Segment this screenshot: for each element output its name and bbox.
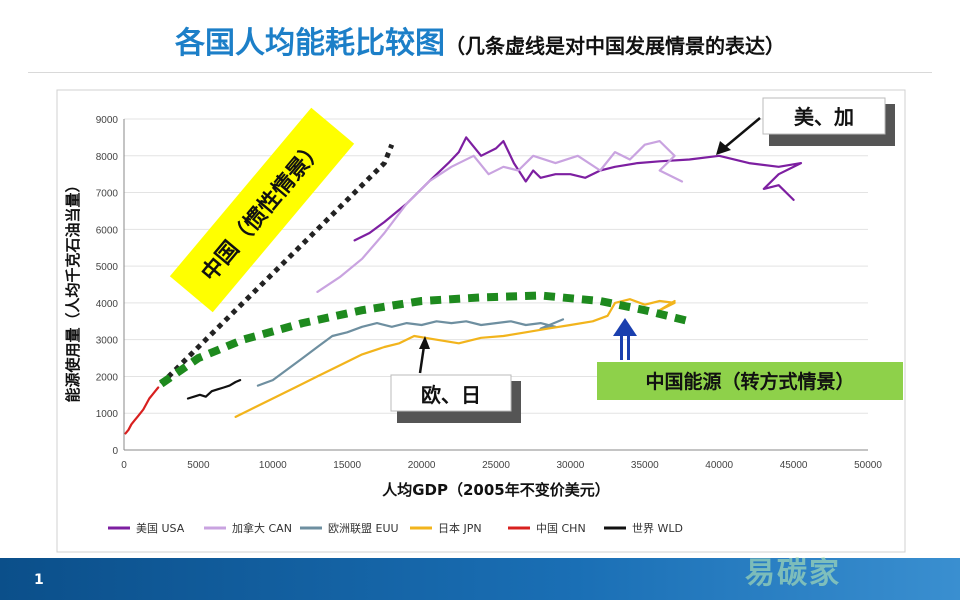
- slide-title: 各国人均能耗比较图（几条虚线是对中国发展情景的表达）: [0, 18, 960, 62]
- title-divider: [28, 72, 932, 73]
- y-tick-2000: 2000: [96, 372, 119, 383]
- watermark-logo: 易碳家: [745, 556, 841, 591]
- chart-frame: [56, 89, 906, 553]
- transform-arrow-right: [627, 332, 630, 360]
- series-can: [316, 140, 684, 293]
- x-axis-title: 人均GDP（2005年不变价美元）: [382, 481, 610, 499]
- y-tick-4000: 4000: [96, 299, 119, 310]
- series-usa: [353, 136, 803, 242]
- transform-callout: 中国能源（转方式情景）: [597, 318, 903, 400]
- transform-arrow-left: [620, 332, 623, 360]
- eu-jp-callout: 欧、日: [390, 336, 521, 423]
- transform-label: 中国能源（转方式情景）: [645, 370, 854, 393]
- x-tick-5000: 5000: [187, 460, 210, 471]
- us-ca-arrowhead: [716, 141, 731, 155]
- y-tick-1000: 1000: [96, 409, 119, 420]
- slide-number: 1: [34, 572, 44, 588]
- series-wld: [186, 379, 242, 400]
- x-tick-45000: 45000: [780, 460, 808, 471]
- y-tick-7000: 7000: [96, 189, 119, 200]
- eu-jp-arrowhead: [419, 336, 430, 349]
- series-transform: [158, 291, 691, 388]
- us-ca-label: 美、加: [794, 105, 854, 129]
- footer-bar: [0, 558, 960, 600]
- series-euu: [256, 318, 565, 387]
- y-tick-8000: 8000: [96, 152, 119, 163]
- inertia-label: 中国（惯性情景）: [196, 135, 329, 287]
- eu-jp-label: 欧、日: [421, 383, 481, 407]
- y-tick-5000: 5000: [96, 262, 119, 273]
- x-tick-labels: 0 5000 10000 15000 20000 25000 30000 35000 40000…: [121, 460, 882, 471]
- legend-label-euu: 欧洲联盟 EUU: [328, 522, 399, 535]
- x-tick-0: 0: [121, 460, 127, 471]
- x-tick-50000: 50000: [854, 460, 882, 471]
- page-title: 各国人均能耗比较图: [175, 26, 445, 61]
- legend: 美国 USA 加拿大 CAN 欧洲联盟 EUU 日本 JPN 中国 CHN 世界 WLD: [108, 521, 683, 535]
- x-tick-10000: 10000: [259, 460, 287, 471]
- series-jpn: [234, 298, 676, 418]
- axes: [123, 119, 868, 451]
- x-tick-15000: 15000: [333, 460, 361, 471]
- y-tick-6000: 6000: [96, 225, 119, 236]
- us-ca-arrow: [723, 117, 761, 149]
- x-tick-40000: 40000: [705, 460, 733, 471]
- legend-label-wld: 世界 WLD: [632, 522, 683, 535]
- x-tick-35000: 35000: [631, 460, 659, 471]
- series-lines: [124, 136, 803, 435]
- y-axis-title: 能源使用量（人均千克石油当量）: [64, 177, 82, 402]
- x-tick-25000: 25000: [482, 460, 510, 471]
- y-tick-labels: 0 1000 2000 3000 4000 5000 6000 7000 8000 9000: [96, 115, 119, 457]
- transform-arrowhead: [613, 318, 637, 336]
- page-subtitle: （几条虚线是对中国发展情景的表达）: [445, 34, 785, 58]
- y-tick-3000: 3000: [96, 336, 119, 347]
- legend-label-jpn: 日本 JPN: [438, 521, 482, 535]
- x-tick-20000: 20000: [408, 460, 436, 471]
- x-tick-30000: 30000: [556, 460, 584, 471]
- series-inertia: [159, 143, 395, 386]
- series-chn: [124, 386, 160, 435]
- legend-label-can: 加拿大 CAN: [232, 521, 292, 535]
- eu-jp-arrow: [418, 345, 426, 374]
- y-tick-9000: 9000: [96, 115, 119, 126]
- y-tick-0: 0: [112, 446, 118, 457]
- us-ca-callout: 美、加: [716, 97, 895, 155]
- legend-label-chn: 中国 CHN: [536, 522, 586, 535]
- legend-label-usa: 美国 USA: [136, 522, 185, 535]
